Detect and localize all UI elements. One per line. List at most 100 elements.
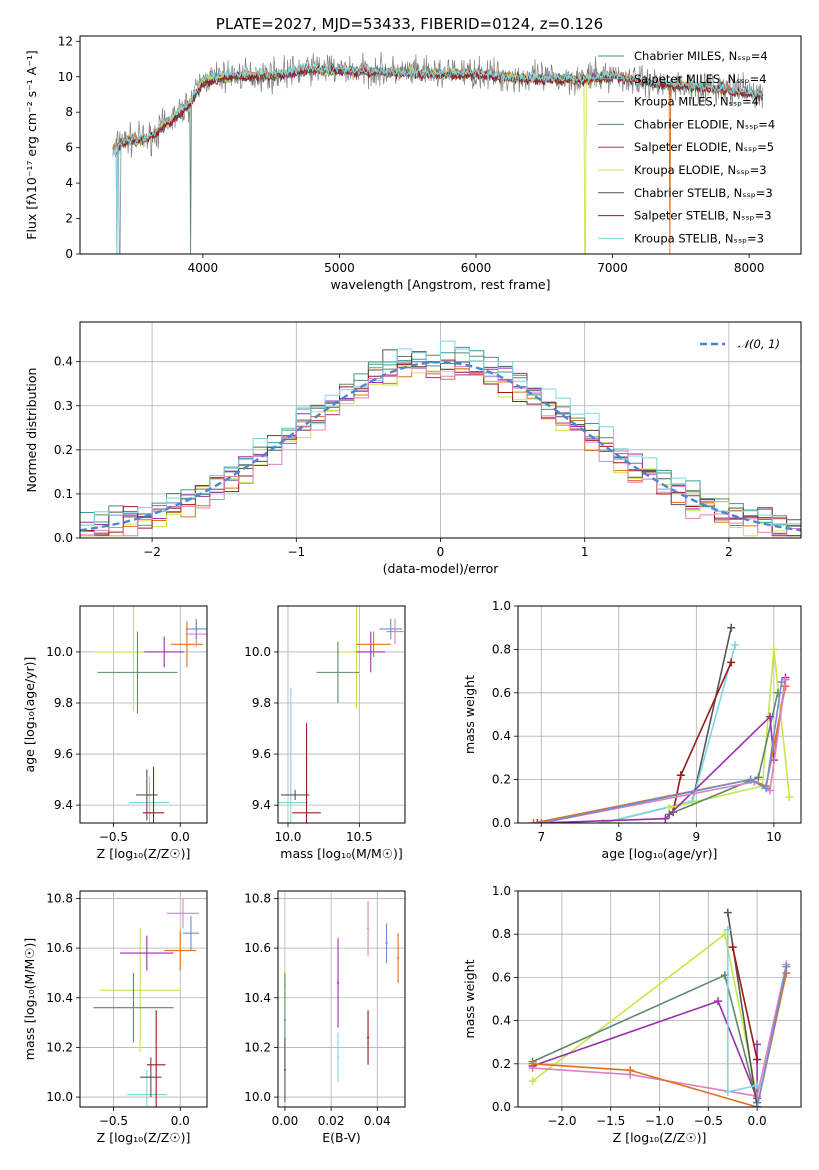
weight-line bbox=[756, 966, 788, 1107]
y-tick-label: 0.8 bbox=[492, 927, 511, 941]
weight-marker bbox=[762, 784, 771, 793]
y-tick-label: 10.4 bbox=[46, 991, 73, 1005]
weight-line bbox=[541, 679, 787, 823]
weight-marker bbox=[754, 773, 763, 782]
y-axis-label: age [log₁₀(age/yr)] bbox=[22, 657, 37, 773]
x-tick-label: 10.0 bbox=[275, 830, 302, 844]
x-tick-label: 5000 bbox=[324, 261, 355, 275]
x-axis-label: age [log₁₀(age/yr)] bbox=[602, 846, 718, 861]
plot-area bbox=[529, 623, 794, 823]
legend-entry: Salpeter ELODIE, Nₛₛₚ=5 bbox=[634, 140, 774, 154]
y-tick-label: 2 bbox=[65, 212, 73, 226]
weight-marker bbox=[785, 792, 794, 801]
weight-marker bbox=[746, 775, 755, 784]
weight-marker bbox=[753, 1103, 762, 1107]
weight-marker bbox=[727, 658, 736, 667]
y-tick-label: 10.2 bbox=[46, 1040, 73, 1054]
weight-marker bbox=[661, 814, 670, 823]
weight-line bbox=[541, 681, 783, 823]
y-tick-label: 0 bbox=[65, 247, 73, 261]
x-tick-label: 0.0 bbox=[748, 1114, 767, 1128]
weight-line bbox=[532, 964, 788, 1098]
legend-entry: Chabrier STELIB, Nₛₛₚ=3 bbox=[634, 186, 773, 200]
model-spectrum-line bbox=[112, 63, 763, 254]
x-tick-label: −1 bbox=[287, 545, 305, 559]
weight-line bbox=[533, 686, 787, 823]
x-tick-label: 8000 bbox=[734, 261, 765, 275]
y-tick-label: 9.8 bbox=[54, 696, 73, 710]
axes-frame bbox=[79, 890, 208, 1108]
x-tick-label: −1.5 bbox=[596, 1114, 625, 1128]
x-tick-label: −2 bbox=[143, 545, 161, 559]
x-tick-label: −0.5 bbox=[694, 1114, 723, 1128]
legend-entry: Chabrier ELODIE, Nₛₛₚ=4 bbox=[634, 117, 775, 131]
legend-entry: Salpeter STELIB, Nₛₛₚ=3 bbox=[634, 209, 772, 223]
model-spectrum-line bbox=[120, 64, 613, 149]
weight-marker bbox=[753, 1081, 762, 1090]
y-tick-label: 8 bbox=[65, 105, 73, 119]
model-spectrum-line bbox=[115, 65, 764, 157]
y-tick-label: 0.2 bbox=[54, 443, 73, 457]
y-tick-label: 10.0 bbox=[244, 645, 271, 659]
plot-area bbox=[283, 900, 400, 1103]
y-tick-label: 0.0 bbox=[492, 1100, 511, 1114]
panel-Z-weight: −2.0 −1.5 −1.0 −0.5 0.0 0.0 0.2 0.4 0.6 0.8 1.0 Z [… bbox=[462, 884, 802, 1145]
weight-marker bbox=[528, 1077, 537, 1086]
x-tick-label: 0.0 bbox=[171, 1114, 190, 1128]
y-tick-label: 0.0 bbox=[54, 531, 73, 545]
panel-Z-mass: −0.5 0.0 10.0 10.2 10.4 10.6 10.8 Z [log₁₀(Z/Z☉… bbox=[22, 890, 208, 1145]
weight-marker bbox=[714, 997, 723, 1006]
x-axis-label: E(B-V) bbox=[322, 1130, 361, 1145]
panel-Z-age: −0.5 0.0 9.4 9.6 9.8 10.0 Z [log₁₀(Z/Z☉)] age [… bbox=[22, 605, 208, 861]
x-tick-label: 10 bbox=[766, 830, 781, 844]
x-tick-label: 0.00 bbox=[272, 1114, 299, 1128]
weight-marker bbox=[723, 1087, 732, 1096]
x-axis-label: Z [log₁₀(Z/Z☉)] bbox=[97, 1130, 191, 1145]
panel-mass-age: 10.0 10.5 9.4 9.6 9.8 10.0 mass [log₁₀(M/M☉)] bbox=[244, 605, 406, 861]
legend-entry: Kroupa STELIB, Nₛₛₚ=3 bbox=[634, 231, 764, 245]
legend-entry: Salpeter MILES, Nₛₛₚ=4 bbox=[634, 72, 767, 86]
panel-spectrum: Chabrier MILES, Nₛₛₚ=4 Salpeter MILES, Nₛ… bbox=[24, 34, 802, 292]
plot-area bbox=[93, 898, 199, 1107]
y-tick-label: 0.6 bbox=[492, 970, 511, 984]
plot-area bbox=[528, 908, 791, 1107]
gaussian-curve bbox=[80, 360, 801, 532]
axes-frame bbox=[277, 890, 406, 1108]
x-tick-label: 0.0 bbox=[171, 830, 190, 844]
y-tick-label: 9.6 bbox=[54, 747, 73, 761]
plot-area bbox=[278, 606, 404, 823]
axes-frame bbox=[79, 605, 208, 824]
y-tick-label: 6 bbox=[65, 141, 73, 155]
y-tick-label: 9.8 bbox=[252, 696, 271, 710]
weight-marker bbox=[753, 1055, 762, 1064]
weight-marker bbox=[676, 771, 685, 780]
y-tick-label: 10.2 bbox=[244, 1040, 271, 1054]
panel-age-weight: 7 8 9 10 0.0 0.2 0.4 0.6 0.8 1.0 age [log₁₀(age/yr… bbox=[462, 599, 802, 861]
x-tick-label: 2 bbox=[725, 545, 733, 559]
weight-marker bbox=[723, 908, 732, 917]
panel-EBV-mass: 0.00 0.02 0.04 10.0 10.2 10.4 10.6 10.8 E(B-V) bbox=[244, 890, 406, 1145]
weight-line bbox=[537, 677, 787, 823]
y-axis-label: mass weight bbox=[462, 959, 477, 1038]
y-tick-label: 0.1 bbox=[54, 487, 73, 501]
weight-line bbox=[532, 1000, 758, 1099]
plot-area bbox=[80, 340, 801, 538]
y-tick-label: 0.8 bbox=[492, 642, 511, 656]
x-axis-label: Z [log₁₀(Z/Z☉)] bbox=[613, 1130, 707, 1145]
axes-frame bbox=[517, 605, 802, 824]
y-tick-label: 10.4 bbox=[244, 991, 271, 1005]
weight-marker bbox=[626, 1066, 635, 1075]
weight-marker bbox=[769, 645, 778, 654]
x-tick-label: −0.5 bbox=[99, 1114, 128, 1128]
histogram-series bbox=[80, 366, 801, 538]
y-axis-label: mass weight bbox=[462, 675, 477, 754]
y-tick-label: 9.6 bbox=[252, 747, 271, 761]
x-tick-label: 0 bbox=[437, 545, 445, 559]
x-tick-label: 0.04 bbox=[364, 1114, 391, 1128]
weight-marker bbox=[777, 677, 786, 686]
weight-marker bbox=[731, 641, 740, 650]
x-tick-label: 8 bbox=[615, 830, 623, 844]
weight-line bbox=[532, 974, 758, 1103]
legend-entry: Chabrier MILES, Nₛₛₚ=4 bbox=[634, 49, 768, 63]
